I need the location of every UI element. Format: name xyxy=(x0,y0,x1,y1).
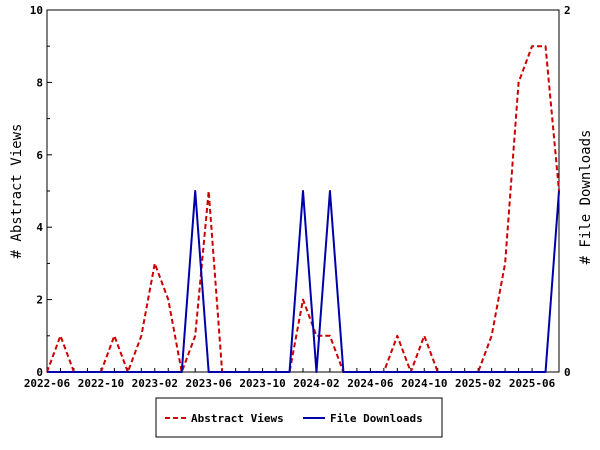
y-tick-label: 2 xyxy=(36,294,43,307)
x-tick-label: 2024-02 xyxy=(293,377,339,390)
x-tick-label: 2023-06 xyxy=(186,377,233,390)
y-tick-label: 8 xyxy=(36,76,43,89)
x-tick-label: 2025-02 xyxy=(455,377,501,390)
y2-tick-label: 0 xyxy=(564,366,571,379)
legend-box xyxy=(155,397,443,438)
legend: Abstract Views File Downloads xyxy=(155,397,443,438)
series-line-abstract-views xyxy=(46,45,560,373)
y-tick-label: 0 xyxy=(36,366,43,379)
legend-label-abstract-views: Abstract Views xyxy=(191,412,284,425)
series-line-file-downloads xyxy=(47,190,560,373)
x-tick-label: 2025-06 xyxy=(509,377,556,390)
legend-label-file-downloads: File Downloads xyxy=(330,412,423,425)
x-tick-label: 2023-10 xyxy=(239,377,285,390)
y2-axis-title: # File Downloads xyxy=(578,130,594,265)
series-layer xyxy=(46,45,560,373)
x-tick-label: 2022-10 xyxy=(78,377,124,390)
x-tick-label: 2024-10 xyxy=(401,377,447,390)
x-tick-label: 2023-02 xyxy=(132,377,178,390)
tick-labels: 2022-06 2022-10 2023-02 2023-06 2023-10 2024-… xyxy=(24,4,571,390)
y-tick-label: 6 xyxy=(36,149,43,162)
y-tick-label: 10 xyxy=(30,4,43,17)
y2-tick-label: 2 xyxy=(564,4,571,17)
x-tick-label: 2024-06 xyxy=(347,377,394,390)
x-tick-label: 2022-06 xyxy=(24,377,71,390)
y-axis-title: # Abstract Views xyxy=(9,124,25,259)
y-tick-label: 4 xyxy=(36,221,43,234)
